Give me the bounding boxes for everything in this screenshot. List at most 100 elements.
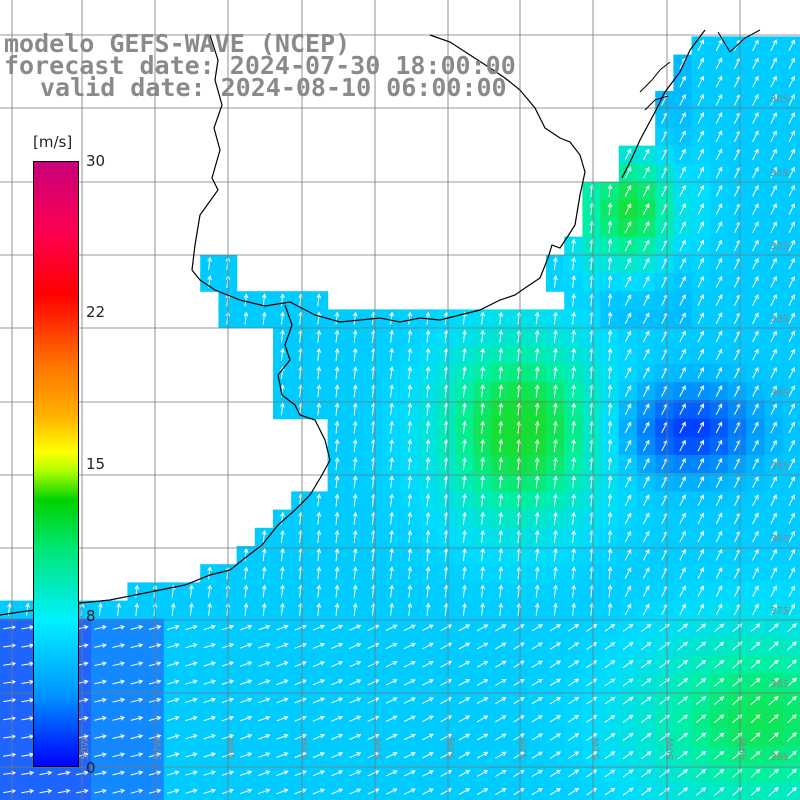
wind-arrow — [480, 438, 485, 452]
wind-arrow — [713, 769, 725, 778]
wind-arrow — [403, 624, 416, 631]
wind-arrow — [480, 329, 485, 343]
wind-arrow — [715, 548, 723, 561]
wind-arrow — [389, 329, 394, 343]
wind-arrow — [407, 329, 413, 343]
wind-arrow — [294, 752, 307, 758]
wind-arrow — [697, 75, 704, 88]
wind-arrow — [770, 403, 777, 416]
wind-arrow — [334, 329, 340, 343]
wind-arrow — [331, 697, 344, 704]
wind-arrow — [571, 311, 576, 325]
wind-arrow — [713, 623, 725, 633]
wind-arrow — [458, 715, 471, 723]
wind-arrow — [642, 494, 650, 507]
wind-arrow — [788, 148, 795, 161]
wind-arrow — [207, 584, 212, 598]
wind-arrow — [349, 661, 362, 668]
wind-arrow — [407, 548, 413, 562]
wind-arrow — [788, 93, 795, 106]
wind-arrow — [258, 624, 271, 631]
wind-arrow — [788, 567, 795, 579]
wind-arrow — [549, 624, 562, 632]
wind-arrow — [604, 660, 616, 669]
colorbar-tick-22: 22 — [86, 303, 106, 321]
wind-arrow — [458, 751, 471, 759]
wind-arrow — [750, 732, 761, 742]
wind-arrow — [788, 530, 795, 543]
wind-arrow — [642, 567, 650, 579]
wind-arrow — [715, 148, 723, 161]
latitude-label: 32S — [770, 241, 789, 252]
wind-arrow — [624, 585, 632, 598]
wind-arrow — [331, 642, 344, 649]
wind-arrow — [352, 493, 358, 507]
wind-arrow — [549, 769, 562, 778]
wind-arrow — [425, 366, 431, 380]
wind-arrow — [422, 733, 434, 741]
wind-arrow — [185, 715, 198, 722]
wind-arrow — [130, 679, 144, 685]
wind-arrow — [294, 642, 307, 649]
wind-arrow — [261, 584, 267, 598]
wind-arrow — [407, 475, 413, 489]
wind-arrow — [752, 148, 759, 161]
wind-arrow — [553, 511, 558, 525]
wind-arrow — [516, 420, 522, 434]
wind-arrow — [770, 257, 777, 270]
wind-arrow — [458, 733, 471, 741]
wind-arrow — [715, 57, 723, 70]
wind-arrow — [312, 642, 326, 649]
wind-arrow — [607, 529, 613, 543]
wind-arrow — [659, 787, 670, 796]
wind-arrow — [498, 420, 504, 434]
wind-arrow — [112, 770, 126, 776]
wind-arrow — [3, 661, 17, 667]
wind-arrow — [568, 624, 580, 632]
wind-arrow — [607, 329, 613, 343]
wind-arrow — [642, 421, 650, 434]
wind-arrow — [425, 420, 431, 434]
wind-arrow — [553, 256, 558, 270]
wind-arrow — [349, 752, 362, 759]
wind-arrow — [697, 112, 704, 124]
wind-arrow — [752, 239, 759, 252]
wind-arrow — [407, 402, 413, 416]
wind-arrow — [334, 384, 340, 398]
wind-arrow — [294, 788, 307, 795]
wind-arrow — [534, 529, 540, 543]
wind-arrow — [221, 770, 235, 776]
wind-arrow — [280, 293, 285, 307]
wind-arrow — [407, 529, 413, 543]
wind-arrow — [642, 585, 650, 598]
wind-arrow — [389, 475, 394, 489]
wind-arrow — [568, 787, 580, 796]
wind-arrow — [571, 511, 576, 525]
wind-arrow — [531, 660, 543, 668]
wind-arrow — [476, 660, 489, 668]
wind-arrow — [695, 787, 707, 796]
wind-arrow — [531, 751, 543, 759]
wind-arrow — [624, 184, 632, 197]
wind-arrow — [571, 329, 576, 343]
wind-arrow — [349, 770, 362, 777]
wind-arrow — [334, 420, 340, 434]
wind-arrow — [568, 751, 580, 760]
wind-arrow — [768, 750, 779, 760]
wind-arrow — [516, 457, 522, 471]
wind-arrow — [770, 548, 777, 561]
wind-arrow — [3, 716, 17, 721]
wind-arrow — [788, 439, 795, 452]
longitude-label: 51W — [591, 737, 602, 760]
wind-arrow — [553, 420, 558, 434]
wind-arrow — [607, 402, 613, 416]
wind-arrow — [571, 475, 576, 489]
wind-arrow — [407, 420, 413, 434]
wind-arrow — [624, 221, 632, 234]
wind-arrow — [462, 566, 467, 580]
wind-arrow — [713, 750, 725, 760]
wind-arrow — [185, 661, 198, 667]
wind-arrow — [715, 330, 723, 343]
wind-arrow — [316, 329, 322, 343]
wind-arrow — [21, 788, 35, 794]
